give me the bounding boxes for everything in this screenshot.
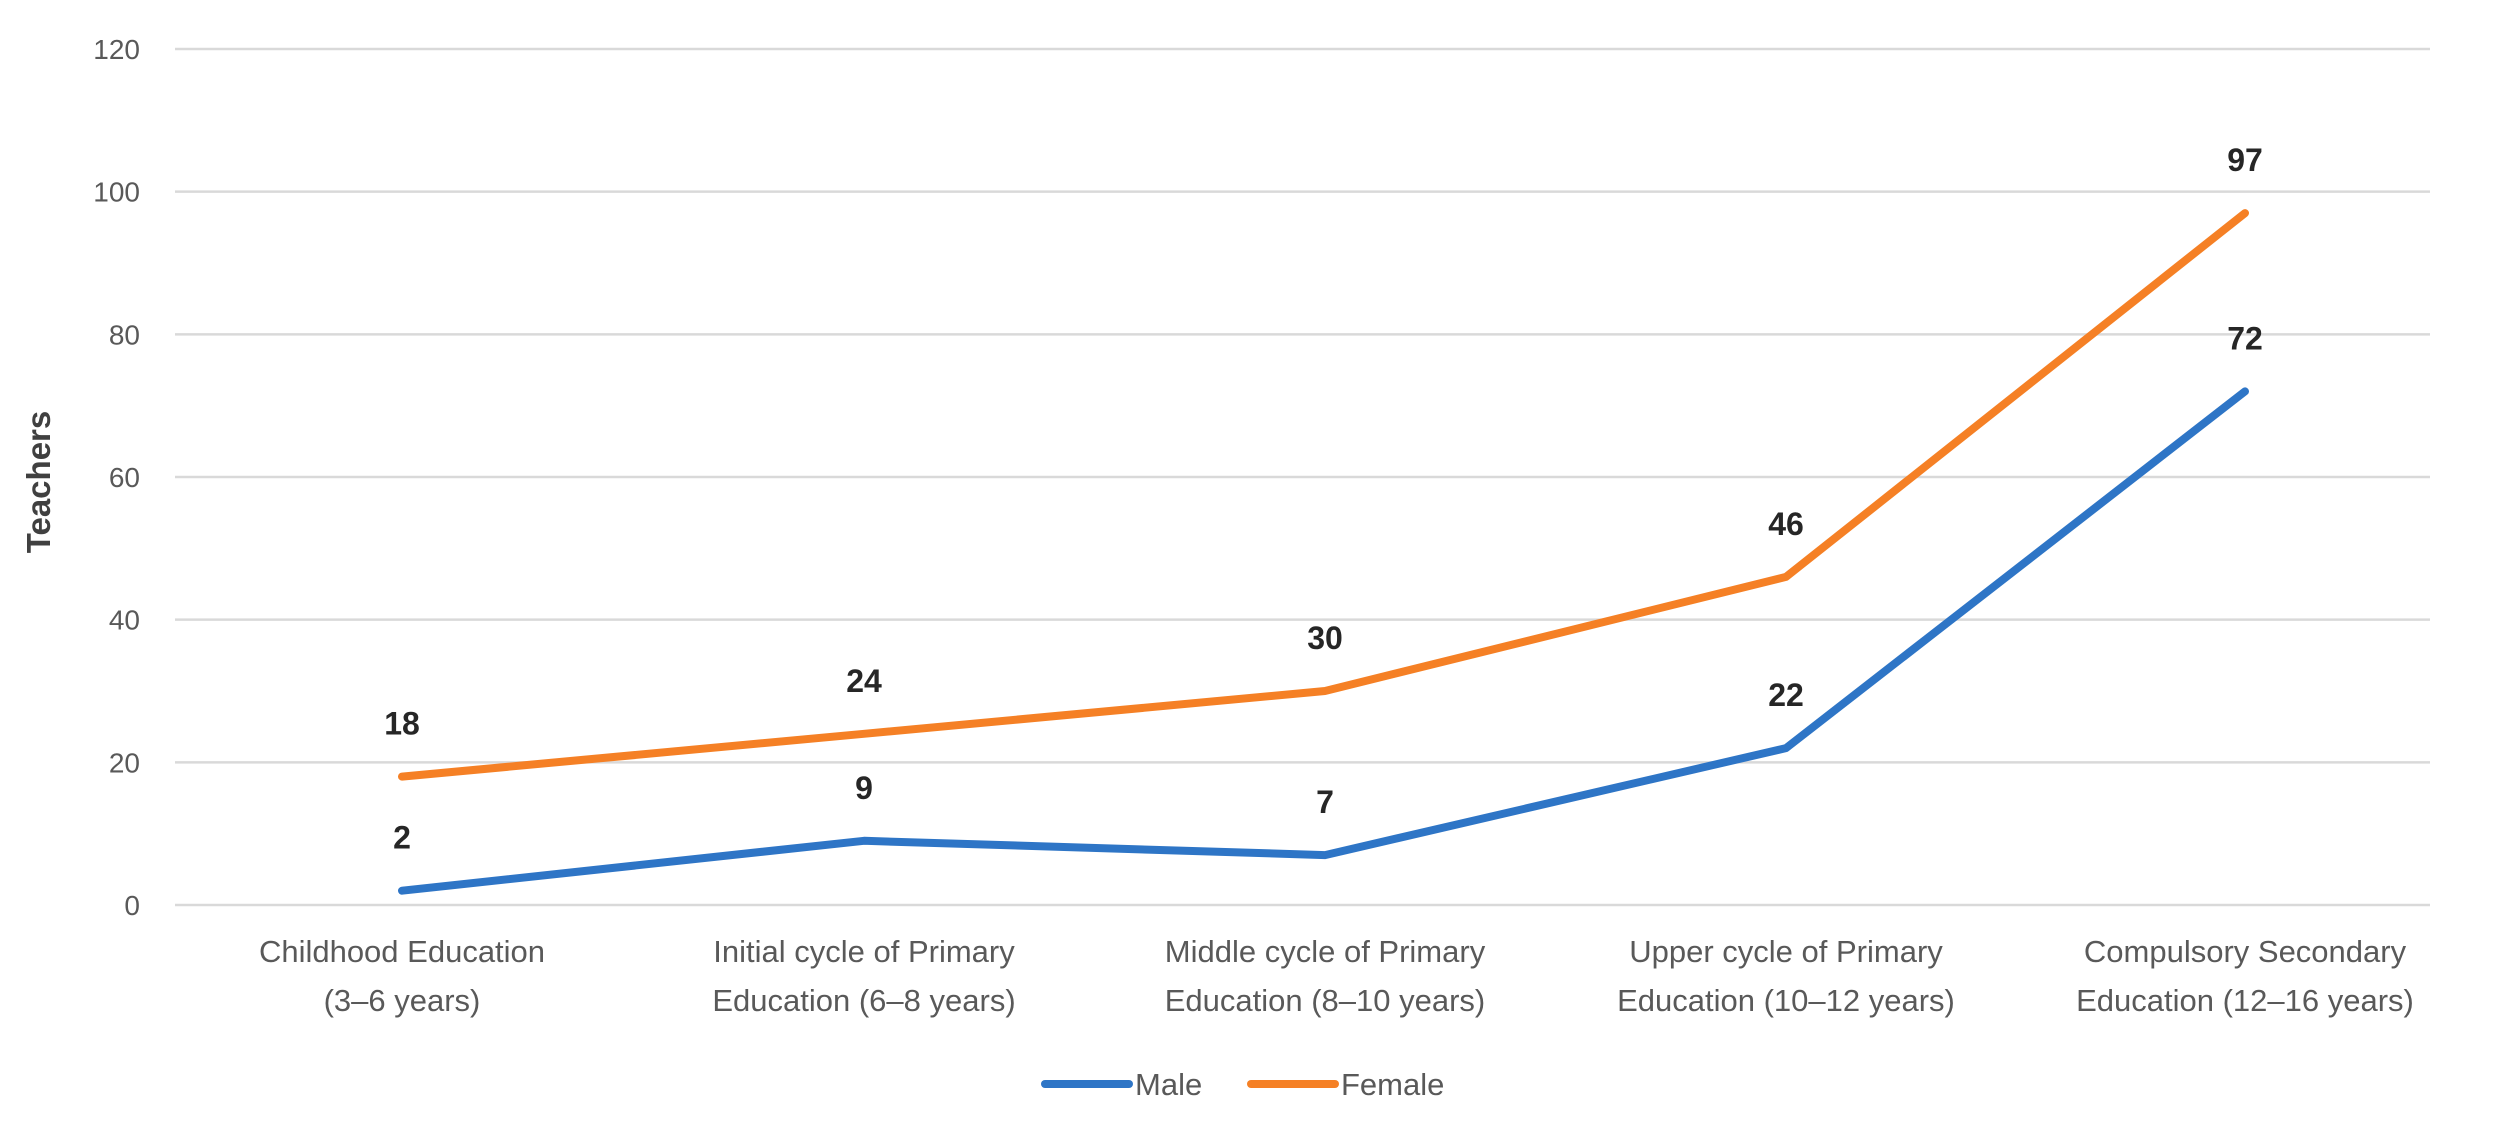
y-tick-label: 100 bbox=[93, 177, 140, 208]
data-label-female: 18 bbox=[384, 706, 420, 742]
x-category-label: Initial cycle of Primary Education (6–8 y… bbox=[712, 934, 1015, 1018]
gridlines bbox=[175, 47, 2430, 907]
data-label-male: 72 bbox=[2227, 320, 2263, 356]
x-category-label-line: Education (8–10 years) bbox=[1165, 983, 1486, 1018]
y-axis-title: Teachers bbox=[20, 411, 57, 553]
legend-label-male: Male bbox=[1135, 1067, 1202, 1102]
data-label-female: 24 bbox=[846, 663, 882, 699]
y-tick-label: 40 bbox=[109, 605, 140, 636]
data-label-male: 22 bbox=[1768, 677, 1804, 713]
x-category-label: Middle cycle of Primary Education (8–10 y… bbox=[1165, 934, 1486, 1018]
x-category-label-line: Upper cycle of Primary bbox=[1629, 934, 1943, 969]
series-line-male bbox=[398, 387, 2249, 895]
data-label-female: 46 bbox=[1768, 506, 1804, 542]
data-label-male: 9 bbox=[855, 770, 873, 806]
x-category-label-line: Compulsory Secondary bbox=[2084, 934, 2407, 969]
x-category-label-line: (3–6 years) bbox=[324, 983, 481, 1018]
y-tick-label: 120 bbox=[93, 34, 140, 65]
x-category-label-line: Initial cycle of Primary bbox=[713, 934, 1015, 969]
data-label-male: 2 bbox=[393, 820, 411, 856]
data-label-male: 7 bbox=[1316, 784, 1334, 820]
series-line-female bbox=[398, 209, 2249, 781]
y-axis-ticks: 0 20 40 60 80 100 120 bbox=[93, 34, 140, 921]
x-axis-categories: Childhood Education (3–6 years) Initial cy… bbox=[259, 934, 2414, 1018]
x-category-label: Upper cycle of Primary Education (10–12 y… bbox=[1617, 934, 1955, 1018]
x-category-label: Compulsory Secondary Education (12–16 yea… bbox=[2076, 934, 2414, 1018]
y-tick-label: 80 bbox=[109, 319, 140, 350]
data-label-female: 30 bbox=[1307, 620, 1343, 656]
y-tick-label: 0 bbox=[124, 890, 140, 921]
legend-label-female: Female bbox=[1341, 1067, 1444, 1102]
x-category-label-line: Education (6–8 years) bbox=[712, 983, 1015, 1018]
y-tick-label: 60 bbox=[109, 462, 140, 493]
x-category-label: Childhood Education (3–6 years) bbox=[259, 934, 545, 1018]
legend: Male Female bbox=[1041, 1067, 1444, 1102]
x-category-label-line: Middle cycle of Primary bbox=[1165, 934, 1486, 969]
data-label-female: 97 bbox=[2227, 142, 2263, 178]
x-category-label-line: Education (10–12 years) bbox=[1617, 983, 1955, 1018]
x-category-label-line: Education (12–16 years) bbox=[2076, 983, 2414, 1018]
series-lines bbox=[398, 209, 2249, 895]
y-tick-label: 20 bbox=[109, 747, 140, 778]
x-category-label-line: Childhood Education bbox=[259, 934, 545, 969]
